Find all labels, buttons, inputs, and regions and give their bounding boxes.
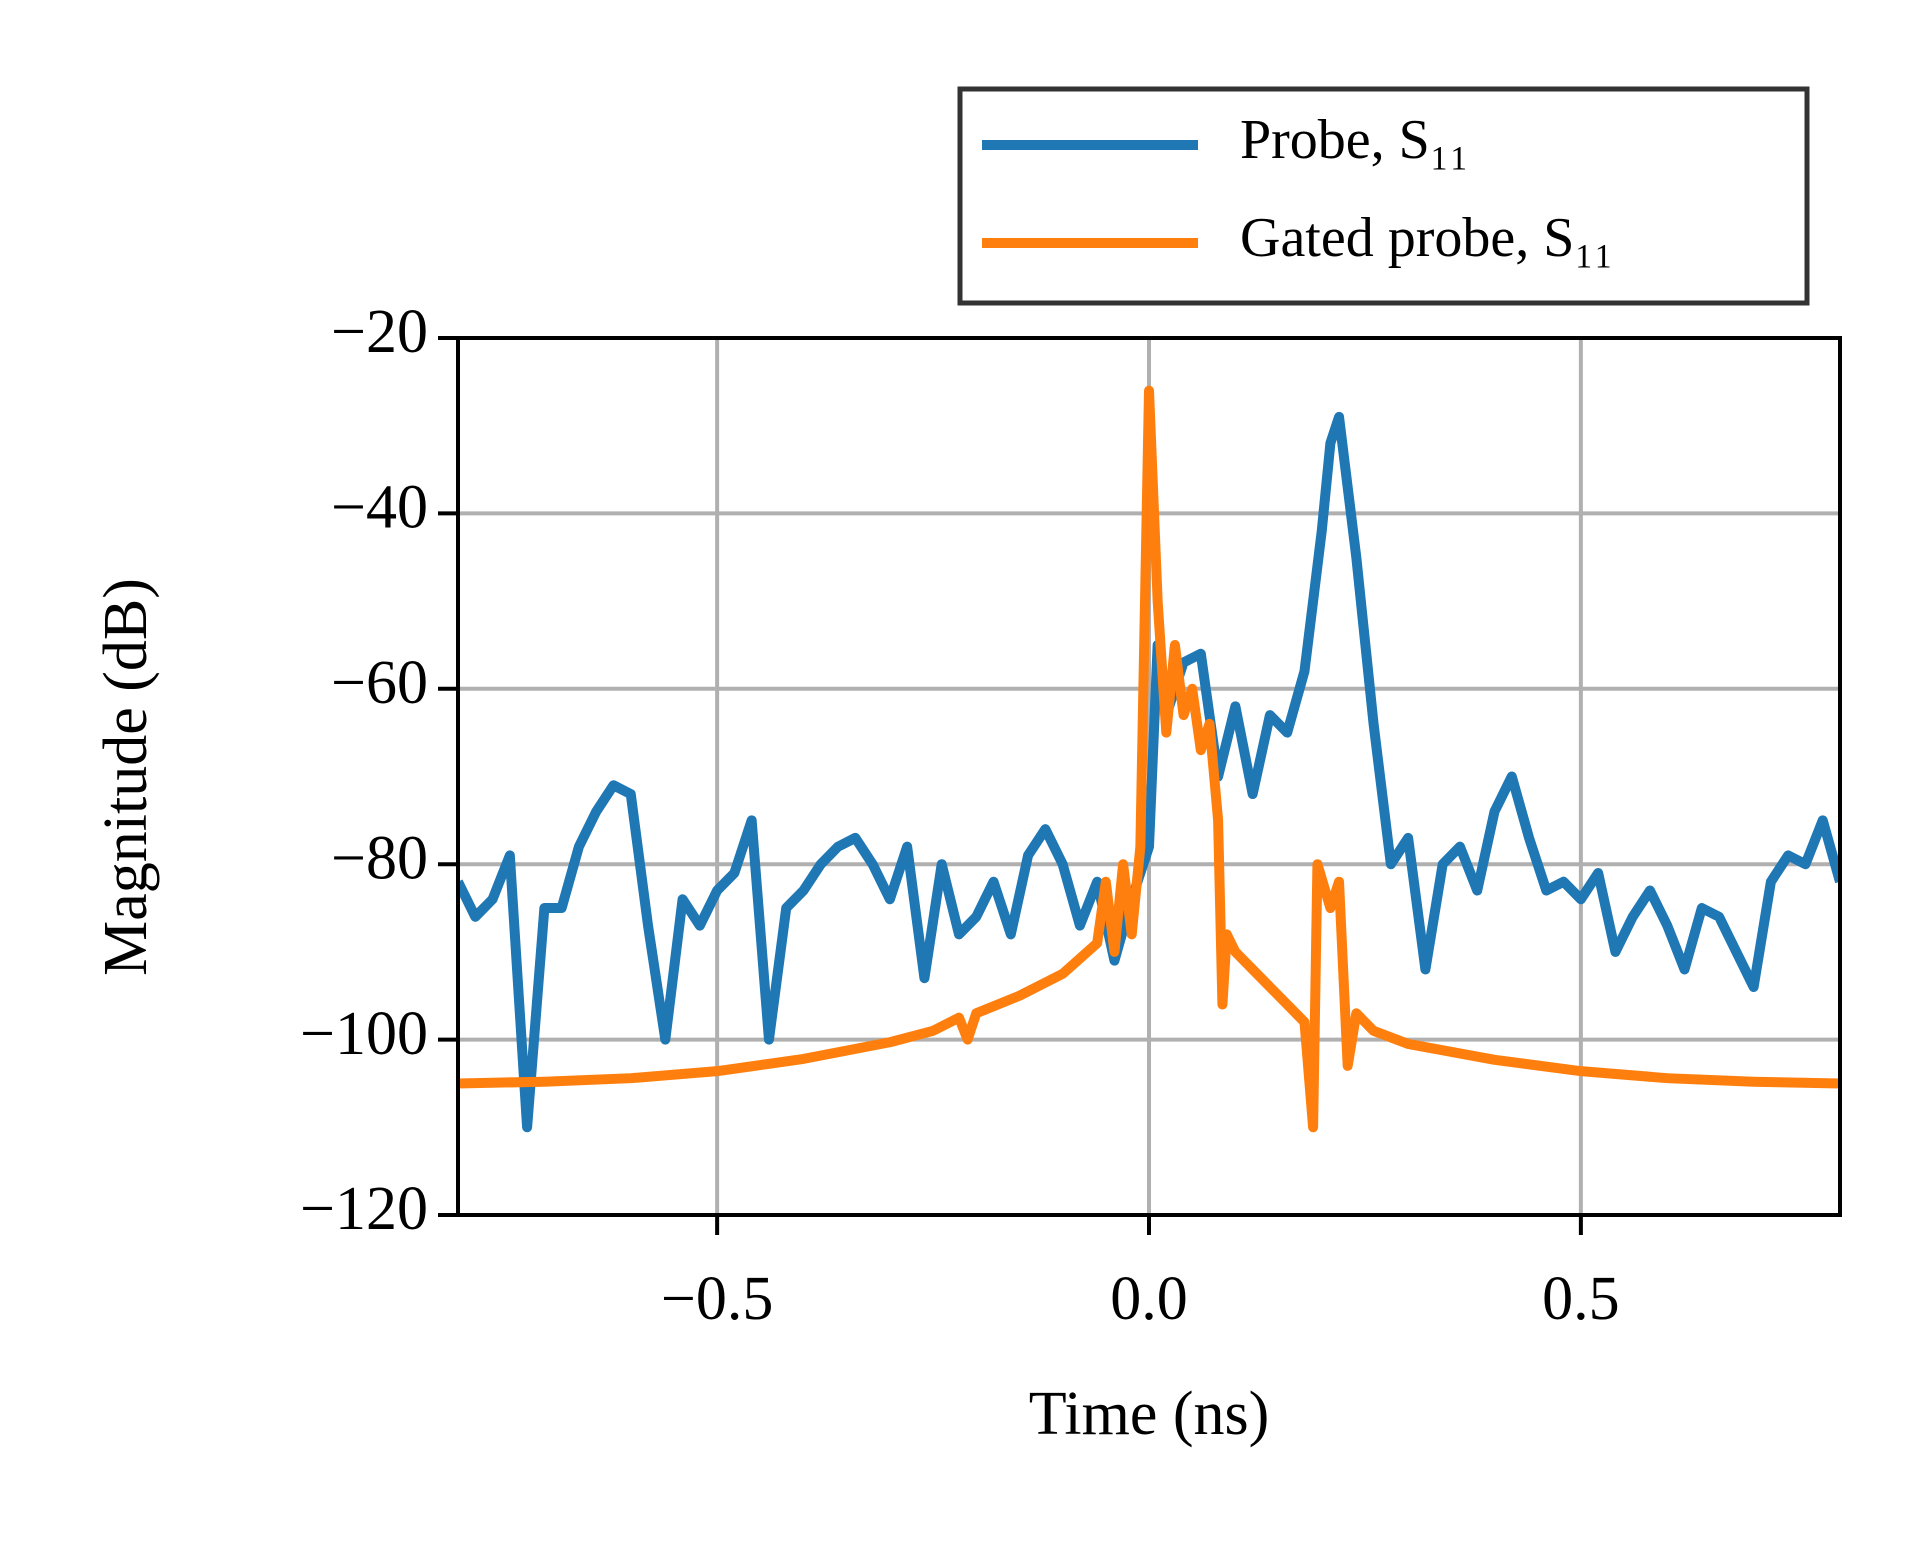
- y-tick-label: −120: [300, 1175, 428, 1243]
- legend-label: Gated probe, S₁₁: [1240, 207, 1613, 269]
- plot-frame: [456, 336, 1842, 1217]
- x-tick-label: 0.0: [1110, 1265, 1188, 1333]
- y-tick-label: −60: [331, 649, 428, 717]
- x-axis-label: Time (ns): [1029, 1380, 1270, 1448]
- y-tick-label: −40: [331, 474, 428, 542]
- y-tick-label: −80: [331, 824, 428, 892]
- x-tick-label: 0.5: [1542, 1265, 1620, 1333]
- x-tick-label: −0.5: [661, 1265, 773, 1333]
- legend-box: [957, 86, 1810, 306]
- data-line: [458, 385, 1840, 1133]
- y-tick-label: −100: [300, 1000, 428, 1068]
- legend-label: Probe, S₁₁: [1240, 109, 1469, 171]
- y-tick-label: −20: [331, 298, 428, 366]
- y-axis-label: Magnitude (dB): [92, 578, 160, 976]
